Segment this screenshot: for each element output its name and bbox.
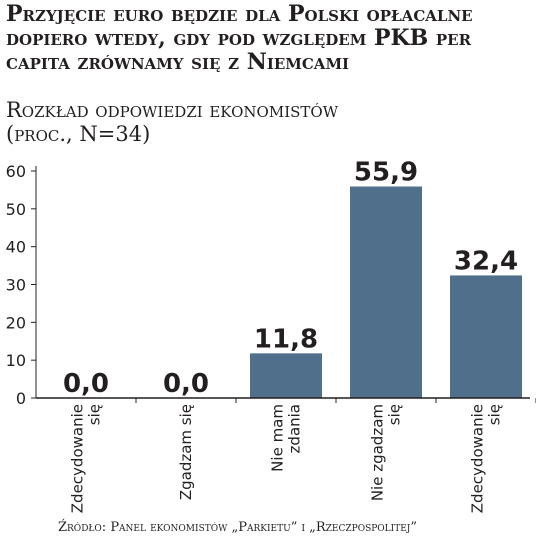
data-label: 55,9: [354, 158, 418, 188]
subtitle-line-2: (proc., N=34): [6, 122, 151, 146]
data-label: 32,4: [454, 246, 518, 276]
source-note: Źródło: Panel ekonomistów „Parkietu” i „…: [58, 520, 418, 535]
x-tick-label-line: Nie mam: [269, 404, 287, 472]
y-tick-label: 60: [6, 162, 26, 181]
x-tick-label-line: Zdecydowanie: [469, 404, 487, 513]
x-tick-label: Zgadzam się: [177, 404, 195, 500]
bar: [250, 353, 322, 398]
y-tick-label: 40: [6, 238, 26, 257]
data-label: 0,0: [63, 369, 109, 399]
x-tick-label: Zdecydowaniesię: [69, 404, 104, 513]
x-tick-label-line: się: [386, 404, 404, 425]
y-tick-label: 50: [6, 200, 26, 219]
x-tick-label-line: się: [86, 404, 104, 425]
y-tick-label: 0: [16, 389, 26, 408]
x-tick-label-line: Nie zgadzam: [369, 404, 387, 501]
chart-subtitle: Rozkład odpowiedzi ekonomistów (proc., N…: [6, 98, 530, 146]
bar: [450, 275, 522, 398]
y-tick-label: 20: [6, 313, 26, 332]
data-label: 11,8: [254, 324, 318, 354]
bar: [350, 186, 422, 398]
x-tick-label: Zdecydowaniesię: [469, 404, 504, 513]
data-label: 0,0: [163, 369, 209, 399]
y-tick-label: 30: [6, 276, 26, 295]
x-tick-label-line: Zdecydowanie: [69, 404, 87, 513]
chart-title: Przyjęcie euro będzie dla Polski opłacal…: [6, 1, 473, 75]
x-tick-label-line: zdania: [286, 404, 304, 453]
subtitle-line-1: Rozkład odpowiedzi ekonomistów: [6, 98, 339, 122]
x-tick-label-line: Zgadzam się: [177, 404, 195, 500]
y-tick-label: 10: [6, 351, 26, 370]
bar-chart: 01020304050600,0Zdecydowaniesię0,0Zgadza…: [6, 158, 536, 513]
x-tick-label: Nie zgadzamsię: [369, 404, 404, 501]
x-tick-label-line: się: [486, 404, 504, 425]
x-tick-label: Nie mamzdania: [269, 404, 304, 472]
